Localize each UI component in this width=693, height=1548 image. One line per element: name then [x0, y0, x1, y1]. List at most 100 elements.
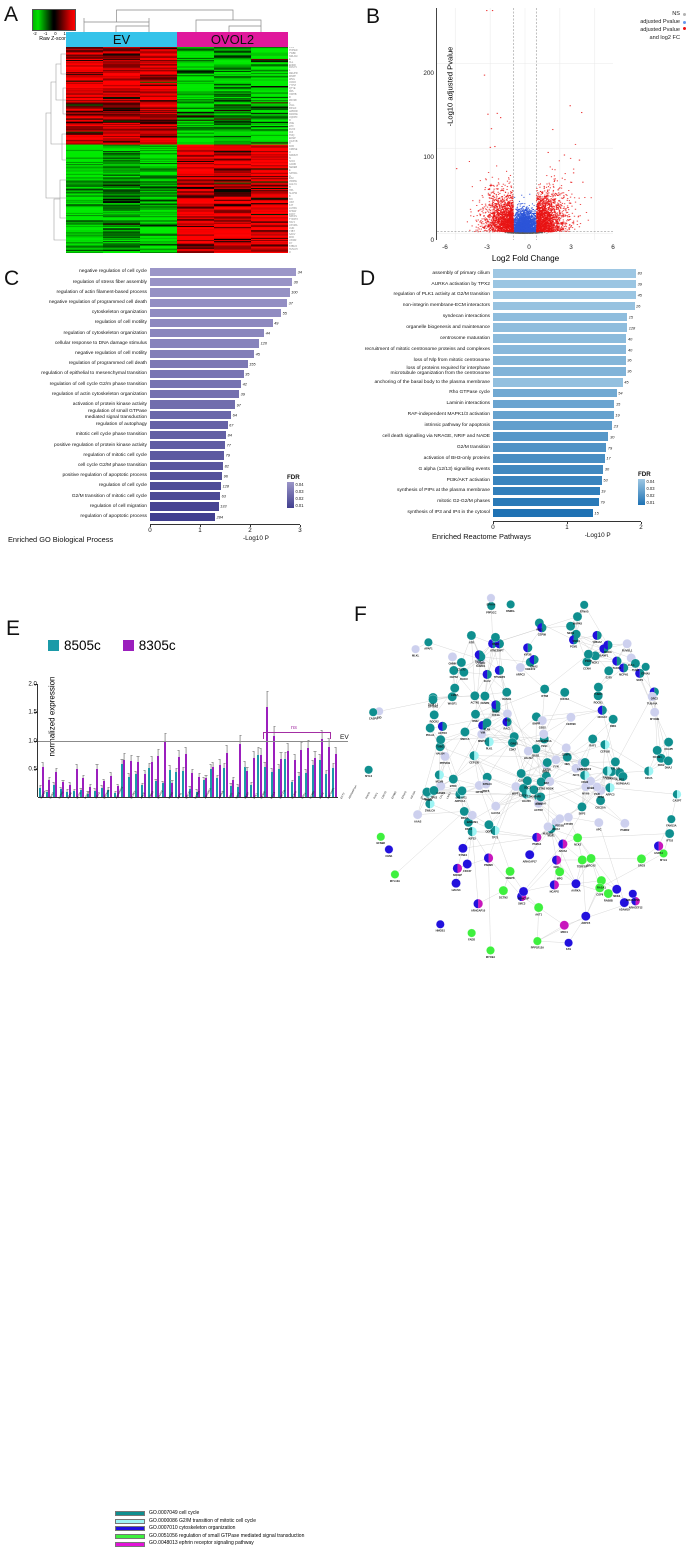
expression-bar: [239, 744, 241, 797]
network-node-label: RMI2: [472, 719, 479, 723]
go-legend-label: GO.0048013 ephrin receptor signaling pat…: [149, 1540, 254, 1548]
network-node-label: PLK1: [486, 747, 493, 751]
bar-gene-count: 155: [249, 361, 256, 366]
error-bar-cap: [212, 762, 214, 763]
network-node-slice: [487, 670, 492, 679]
go-legend-label: GO.0000086 G2/M transition of mitotic ce…: [149, 1518, 256, 1526]
bar: 40: [493, 345, 626, 354]
network-node-slice: [532, 833, 537, 842]
network-node-label: CNTRL: [543, 767, 552, 771]
axis-tick-label: 1: [198, 527, 201, 534]
network-node-slice: [552, 855, 557, 864]
network-node-label: CENPC: [562, 753, 571, 757]
go-legend-row: GO.0051056 regulation of small GTPase me…: [115, 1533, 304, 1541]
go-category-legend: GO.0007049 cell cycle GO.0000086 G2/M tr…: [115, 1510, 304, 1548]
error-bar: [231, 783, 232, 786]
bar-row: recruitment of mitotic centrosome protei…: [350, 345, 642, 354]
network-node-label: RNF6: [483, 789, 490, 793]
network-node-slice: [442, 722, 447, 731]
network-node-label: YWHAH: [536, 802, 546, 806]
network-node-slice: [659, 841, 664, 850]
bar-track: 39: [150, 390, 300, 398]
network-node-label: CUL1: [628, 663, 635, 667]
network-node-label: RNF8: [492, 642, 499, 646]
bar-row: positive regulation of apoptotic process…: [0, 472, 300, 480]
bar: 40: [493, 334, 626, 343]
bar-track: 36: [493, 356, 642, 365]
network-node-label: MDC1: [561, 930, 569, 934]
expression-bar: [185, 754, 187, 797]
network-node-label: SYNE1: [459, 853, 468, 857]
bar: 84: [150, 431, 226, 439]
error-bar: [131, 755, 132, 761]
network-node-label: CDC42: [457, 667, 466, 671]
network-node: [623, 639, 632, 648]
network-node-label: WASF1: [448, 702, 457, 706]
network-node-label: APAF1: [424, 647, 433, 651]
bar: 79: [493, 443, 606, 452]
error-bar: [217, 775, 218, 778]
network-node-label: BMPR: [533, 722, 541, 726]
network-node-label: EPHA4: [487, 602, 496, 606]
error-bar: [213, 762, 214, 767]
expression-bar: [253, 758, 255, 797]
network-node: [534, 903, 543, 912]
network-node: [566, 713, 575, 722]
network-node: [413, 810, 422, 819]
volcano-plot-area: -Log10 adjusted Pvalue Log2 Fold Change …: [436, 8, 613, 240]
bar-gene-count: 35: [245, 371, 249, 376]
bar-gene-count: 133: [220, 504, 227, 509]
significance-bracket: [263, 732, 331, 739]
bar-track: 96: [150, 472, 300, 480]
bar: 45: [493, 378, 623, 387]
network-node-label: ABL1: [536, 628, 543, 632]
network-node-label: CASP7: [673, 799, 682, 803]
bar-gene-count: 36: [627, 358, 631, 363]
bar-gene-count: 15: [629, 314, 633, 319]
network-node-label: SKP2: [579, 812, 586, 816]
network-node-label: CEP192: [600, 749, 610, 753]
network-node-label: HAUS4: [436, 752, 445, 756]
bar-category-label: regulation of cytoskeleton organization: [0, 331, 150, 336]
bar: 97: [150, 400, 235, 408]
network-node-label: HAUS5: [522, 799, 531, 803]
error-bar-cap: [185, 747, 187, 748]
network-node: [573, 833, 582, 842]
bar-category-label: intrinsic pathway for apoptosis: [350, 423, 493, 428]
bar-gene-count: 128: [223, 484, 230, 489]
network-node-label: ODF2: [485, 830, 492, 834]
error-bar: [233, 777, 234, 780]
network-node-slice: [602, 706, 607, 715]
network-node-label: RHOJ: [553, 827, 561, 831]
network-node-label: NF2: [544, 781, 549, 785]
error-bar: [83, 775, 84, 778]
network-node-label: BABAM1: [467, 820, 479, 824]
bar-track: 15: [493, 400, 642, 409]
network-node: [580, 758, 589, 767]
group-label-ev: EV: [66, 32, 177, 47]
network-node-label: RPA2: [461, 816, 468, 820]
network-node-label: CKAP5: [664, 747, 673, 751]
bar-category-label: regulation of PLK1 activity at G2/M tran…: [350, 292, 493, 297]
error-bar-cap: [219, 759, 221, 760]
volcano-points: [437, 8, 613, 240]
error-bar: [128, 773, 129, 776]
network-node: [467, 631, 476, 640]
axis-tick-label: 1: [565, 524, 568, 531]
bar-gene-count: 96: [224, 473, 228, 478]
network-node-label: TUBD1: [594, 692, 603, 696]
network-node-label: MMP9: [478, 739, 486, 743]
bar: 34: [150, 268, 296, 276]
error-bar: [117, 784, 118, 787]
network-node-label: CDC25A: [595, 805, 606, 809]
network-node-label: RFC4: [465, 827, 472, 831]
network-node-label: NEK3: [613, 894, 620, 898]
network-node: [594, 818, 603, 827]
bar-track: 67: [150, 421, 300, 429]
